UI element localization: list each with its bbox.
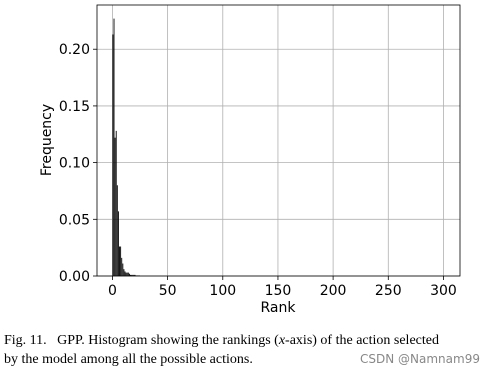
y-tick-label: 0.20 <box>59 42 90 58</box>
bar <box>113 18 115 277</box>
x-tick-label: 150 <box>265 283 292 299</box>
chart: Rank Frequency 0.00 0.05 0.10 0.15 0.20 0 50 10… <box>39 4 461 316</box>
bar <box>121 257 123 276</box>
bar <box>130 274 132 276</box>
bar <box>132 274 134 276</box>
y-axis-label: Frequency <box>39 104 55 176</box>
bar <box>131 274 133 276</box>
caption-text: GPP. Histogram showing the rankings ( <box>57 333 279 348</box>
y-tick-label: 0.15 <box>59 99 90 115</box>
x-tick-label: 0 <box>108 283 117 299</box>
y-tick-label: 0.00 <box>59 269 90 285</box>
x-axis-label: Rank <box>261 300 297 316</box>
bar <box>134 274 136 276</box>
bar <box>114 137 116 276</box>
bar <box>125 272 127 276</box>
x-tick-label: 250 <box>375 283 402 299</box>
caption: Fig. 11. GPP. Histogram showing the rank… <box>4 333 439 349</box>
bar <box>128 273 130 276</box>
bar <box>112 34 114 276</box>
bar <box>126 272 128 276</box>
x-tick-label: 50 <box>159 283 177 299</box>
x-tick-label: 200 <box>320 283 347 299</box>
bar <box>123 269 125 276</box>
bar <box>122 263 124 276</box>
bar <box>120 246 122 276</box>
x-tick-label: 300 <box>430 283 457 299</box>
bar <box>127 272 129 276</box>
caption-italic: x <box>278 333 286 348</box>
x-tick-label: 100 <box>209 283 236 299</box>
caption-label: Fig. 11. <box>4 333 47 348</box>
bar <box>133 274 135 276</box>
caption-line: by the model among all the possible acti… <box>4 352 253 367</box>
caption-text: -axis) of the action selected <box>285 333 439 348</box>
bar <box>119 246 120 276</box>
y-tick-label: 0.05 <box>59 212 90 228</box>
bar <box>124 271 126 276</box>
plot-frame <box>96 4 461 277</box>
watermark: CSDN @Namnam99 <box>360 352 480 366</box>
bar <box>117 211 119 276</box>
y-tick-label: 0.10 <box>59 156 90 172</box>
bar <box>115 130 117 276</box>
bar <box>116 185 118 276</box>
